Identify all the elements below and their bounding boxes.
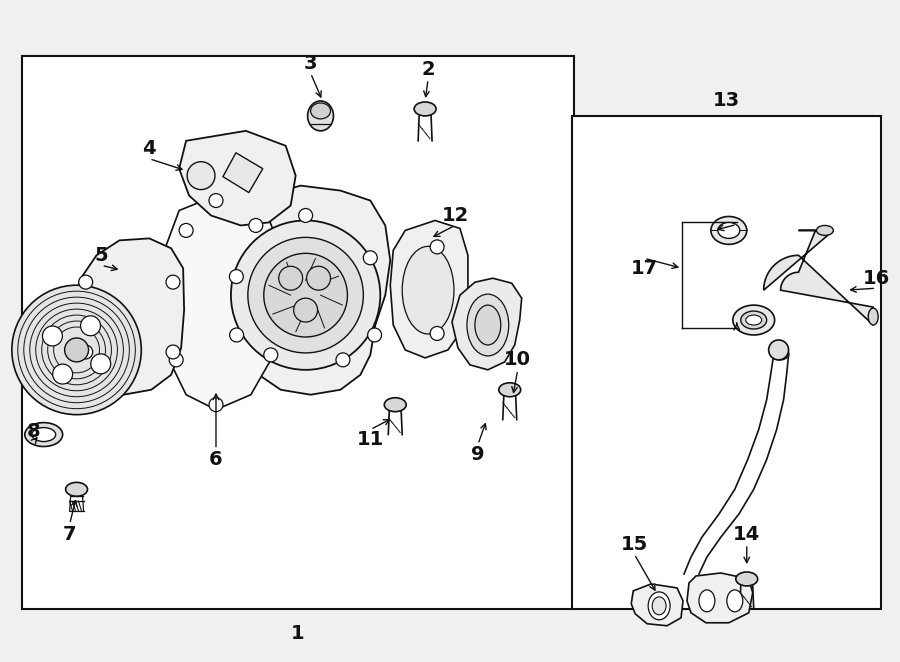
Polygon shape (764, 230, 873, 325)
Circle shape (91, 354, 111, 374)
Ellipse shape (499, 383, 521, 397)
Circle shape (42, 326, 62, 346)
Circle shape (231, 220, 381, 370)
Text: 1: 1 (291, 624, 304, 643)
Ellipse shape (648, 592, 670, 620)
Circle shape (81, 316, 101, 336)
Ellipse shape (699, 590, 715, 612)
Circle shape (78, 345, 93, 359)
Ellipse shape (475, 305, 500, 345)
Ellipse shape (773, 350, 789, 360)
Ellipse shape (718, 222, 740, 238)
Polygon shape (687, 573, 752, 623)
Text: 14: 14 (734, 525, 760, 544)
Bar (572, 116, 881, 609)
Text: 2: 2 (421, 60, 435, 79)
Polygon shape (226, 185, 391, 395)
Text: 8: 8 (27, 422, 40, 441)
Circle shape (169, 353, 183, 367)
Text: 11: 11 (356, 430, 384, 449)
Circle shape (78, 275, 93, 289)
Ellipse shape (741, 311, 767, 329)
Ellipse shape (711, 216, 747, 244)
Ellipse shape (32, 428, 56, 442)
Polygon shape (74, 238, 184, 395)
Polygon shape (223, 153, 263, 193)
Circle shape (179, 224, 194, 238)
Circle shape (279, 266, 302, 290)
Text: 12: 12 (441, 206, 469, 225)
Circle shape (53, 364, 73, 384)
Polygon shape (163, 195, 281, 410)
Circle shape (230, 269, 243, 283)
Ellipse shape (310, 103, 330, 119)
Circle shape (430, 240, 444, 254)
Circle shape (299, 209, 312, 222)
Circle shape (248, 238, 364, 353)
Ellipse shape (727, 590, 742, 612)
Circle shape (336, 353, 350, 367)
Ellipse shape (868, 308, 878, 325)
Ellipse shape (733, 305, 775, 335)
Text: 16: 16 (862, 269, 890, 288)
Polygon shape (631, 584, 683, 626)
Ellipse shape (467, 294, 508, 356)
Circle shape (65, 338, 88, 362)
Text: 7: 7 (63, 525, 76, 544)
Polygon shape (452, 278, 522, 370)
Bar (22, 56, 574, 609)
Text: 3: 3 (304, 54, 318, 73)
Ellipse shape (652, 597, 666, 615)
Text: 6: 6 (209, 450, 223, 469)
Circle shape (430, 326, 444, 340)
Text: 15: 15 (621, 535, 648, 553)
Circle shape (264, 348, 278, 362)
Circle shape (209, 398, 223, 412)
Ellipse shape (736, 572, 758, 586)
Text: 10: 10 (504, 350, 531, 369)
Circle shape (248, 218, 263, 232)
Circle shape (307, 266, 330, 290)
Circle shape (230, 328, 244, 342)
Circle shape (209, 193, 223, 207)
Ellipse shape (402, 246, 454, 334)
Ellipse shape (816, 226, 833, 236)
Circle shape (187, 162, 215, 189)
Polygon shape (179, 131, 296, 226)
Ellipse shape (414, 102, 436, 116)
Circle shape (166, 345, 180, 359)
Circle shape (367, 328, 382, 342)
Circle shape (293, 298, 318, 322)
Ellipse shape (746, 315, 761, 325)
Circle shape (166, 275, 180, 289)
Text: 13: 13 (714, 91, 741, 111)
Ellipse shape (384, 398, 406, 412)
Circle shape (264, 254, 347, 337)
Circle shape (12, 285, 141, 414)
Text: 4: 4 (142, 139, 156, 158)
Text: 9: 9 (471, 445, 484, 464)
Polygon shape (391, 220, 468, 358)
Ellipse shape (308, 101, 334, 131)
Text: 17: 17 (631, 259, 658, 278)
Ellipse shape (66, 483, 87, 496)
Circle shape (769, 340, 788, 360)
Text: 5: 5 (94, 246, 108, 265)
Circle shape (364, 251, 377, 265)
Ellipse shape (25, 422, 63, 446)
